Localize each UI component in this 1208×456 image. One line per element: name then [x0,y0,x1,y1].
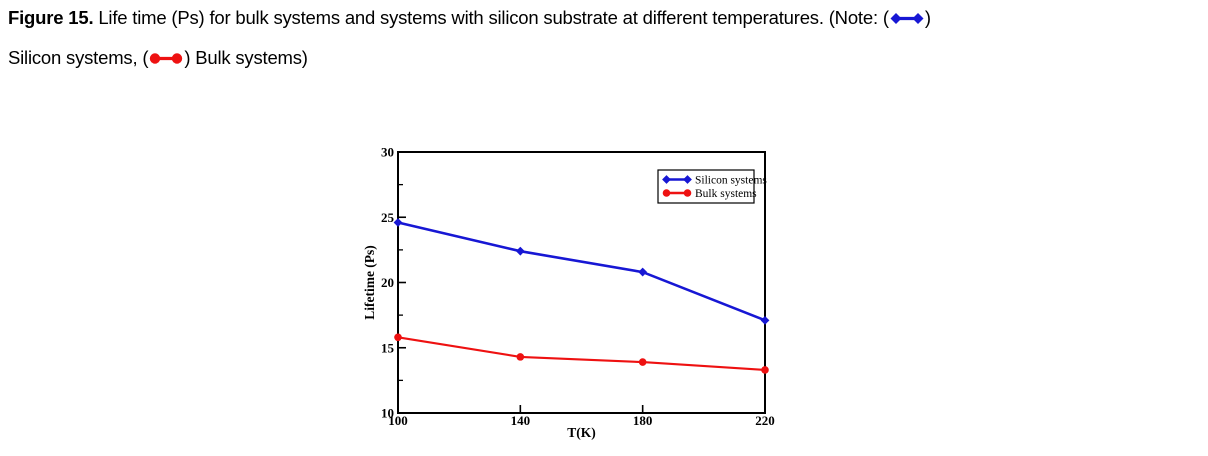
series-line-silicon-systems [397,221,766,322]
x-tick-label: 100 [388,413,408,428]
y-tick-label: 25 [381,210,395,225]
series-line-bulk-systems [397,336,766,371]
diamond-marker [683,175,692,184]
y-tick-label: 15 [381,340,395,355]
caption-text: Life time (Ps) for bulk systems and syst… [93,7,889,28]
caption-text-2: Silicon systems, ( [8,47,149,68]
circle-marker [516,353,525,361]
circle-icon [172,53,183,64]
x-tick-label: 220 [755,413,775,428]
diamond-icon [912,13,924,24]
caption-text-close: ) [924,7,931,28]
x-axis-title: T(K) [567,425,596,440]
diamond-marker [393,218,403,227]
x-tick-label: 180 [633,413,653,428]
diamond-marker [760,315,770,325]
legend-box [657,169,755,204]
circle-marker [761,366,769,374]
circle-marker [662,189,671,197]
circle-marker [638,358,647,366]
caption-line-1: Figure 15. Life time (Ps) for bulk syste… [8,6,1198,31]
bulk-key-icon [150,53,183,64]
chart-area: 10 15 20 25 30 100 140 180 220 T(K) Lifetime (Ps) S… [340,130,810,456]
circle-marker [394,333,402,342]
x-tick-label: 140 [511,413,531,428]
silicon-key-icon [890,13,924,24]
figure-caption: Figure 15. Life time (Ps) for bulk syste… [8,6,1198,71]
figure-label: Figure 15. [8,7,94,28]
caption-text-2-end: ) Bulk systems) [184,47,308,68]
legend-label-bulk-systems: Bulk systems [695,188,757,200]
y-tick-label: 30 [381,145,394,160]
diamond-icon [890,13,902,24]
diamond-marker [638,267,648,277]
y-axis-title: Lifetime (Ps) [362,245,377,320]
circle-marker [683,189,692,197]
caption-line-2: Silicon systems, ( ) Bulk systems) [8,46,1198,71]
silicon-key-glyph [889,8,925,31]
diamond-marker [515,246,525,256]
legend-label-silicon-systems: Silicon systems [695,175,767,187]
line-chart: 10 15 20 25 30 100 140 180 220 T(K) Lifetime (Ps) S… [362,145,775,441]
circle-icon [150,53,161,64]
diamond-marker [662,175,671,184]
y-tick-label: 20 [381,275,394,290]
bulk-key-glyph [148,48,184,71]
y-tick-label: 10 [381,406,394,421]
